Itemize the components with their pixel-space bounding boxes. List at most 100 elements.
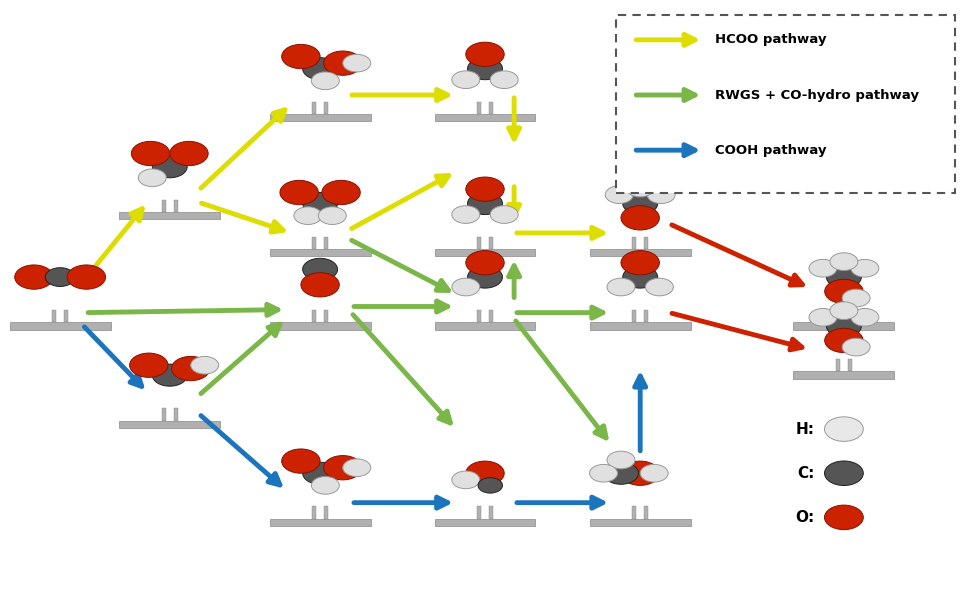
Bar [643, 310, 647, 322]
Circle shape [826, 315, 860, 337]
Circle shape [191, 356, 218, 374]
Circle shape [281, 449, 320, 473]
Circle shape [152, 156, 187, 178]
Bar [269, 519, 370, 526]
Circle shape [808, 259, 836, 277]
Circle shape [452, 71, 480, 88]
Bar [312, 102, 316, 114]
Circle shape [152, 364, 187, 386]
Circle shape [622, 192, 657, 215]
Circle shape [281, 44, 320, 69]
Circle shape [824, 417, 862, 441]
Circle shape [467, 192, 502, 215]
Bar [434, 114, 535, 121]
Bar [477, 310, 481, 322]
Bar [632, 310, 636, 322]
Bar [477, 506, 481, 519]
Bar [477, 237, 481, 249]
Circle shape [850, 308, 878, 326]
Bar [835, 310, 839, 322]
Circle shape [302, 192, 337, 215]
Circle shape [322, 180, 359, 205]
Bar [52, 310, 56, 322]
Bar [632, 506, 636, 519]
Bar [793, 322, 893, 330]
Circle shape [467, 58, 502, 80]
Circle shape [294, 207, 322, 224]
Bar [312, 506, 316, 519]
Bar [173, 408, 177, 421]
Circle shape [15, 265, 53, 289]
Circle shape [139, 169, 166, 186]
Bar [488, 102, 492, 114]
Circle shape [640, 465, 668, 482]
Circle shape [607, 278, 635, 296]
Circle shape [467, 266, 502, 288]
Circle shape [824, 461, 862, 485]
Circle shape [302, 462, 337, 484]
Circle shape [622, 266, 657, 288]
Bar [434, 519, 535, 526]
Bar [312, 237, 316, 249]
Circle shape [824, 329, 862, 352]
Circle shape [841, 289, 869, 307]
Bar [119, 421, 220, 428]
Bar [589, 519, 690, 526]
Circle shape [605, 186, 633, 204]
Bar [589, 249, 690, 256]
Circle shape [452, 206, 480, 223]
Bar [324, 102, 328, 114]
Bar [615, 15, 954, 193]
Circle shape [826, 266, 860, 288]
Bar [173, 200, 177, 212]
Bar [589, 322, 690, 330]
Bar [847, 310, 851, 322]
Bar [324, 506, 328, 519]
Bar [488, 310, 492, 322]
Circle shape [489, 71, 517, 88]
Bar [434, 322, 535, 330]
Circle shape [342, 55, 370, 72]
Circle shape [452, 471, 480, 489]
Bar [643, 506, 647, 519]
Bar [64, 310, 68, 322]
Bar [488, 237, 492, 249]
Circle shape [620, 206, 659, 230]
Text: HCOO pathway: HCOO pathway [714, 33, 826, 47]
Circle shape [644, 278, 672, 296]
Circle shape [342, 459, 370, 476]
Text: H:: H: [795, 422, 814, 436]
Circle shape [280, 180, 318, 205]
Text: O:: O: [795, 510, 814, 525]
Bar [162, 200, 166, 212]
Circle shape [300, 273, 339, 297]
Bar [119, 212, 220, 219]
Circle shape [311, 476, 339, 494]
Circle shape [452, 278, 480, 296]
Circle shape [478, 478, 502, 493]
Bar [643, 237, 647, 249]
Bar [434, 249, 535, 256]
Text: COOH pathway: COOH pathway [714, 143, 826, 157]
Circle shape [46, 268, 75, 286]
Circle shape [465, 251, 504, 275]
Circle shape [172, 356, 209, 381]
Text: RWGS + CO-hydro pathway: RWGS + CO-hydro pathway [714, 88, 918, 102]
Text: C:: C: [797, 466, 814, 481]
Bar [162, 408, 166, 421]
Bar [269, 249, 370, 256]
Bar [10, 322, 110, 330]
Circle shape [302, 258, 337, 280]
Bar [835, 359, 839, 371]
Bar [269, 114, 370, 121]
Circle shape [318, 207, 346, 224]
Bar [324, 310, 328, 322]
Bar [847, 359, 851, 371]
Circle shape [324, 51, 361, 75]
Circle shape [829, 302, 857, 319]
Bar [324, 237, 328, 249]
Circle shape [130, 353, 168, 378]
Circle shape [646, 186, 674, 204]
Circle shape [603, 462, 638, 484]
Bar [269, 322, 370, 330]
